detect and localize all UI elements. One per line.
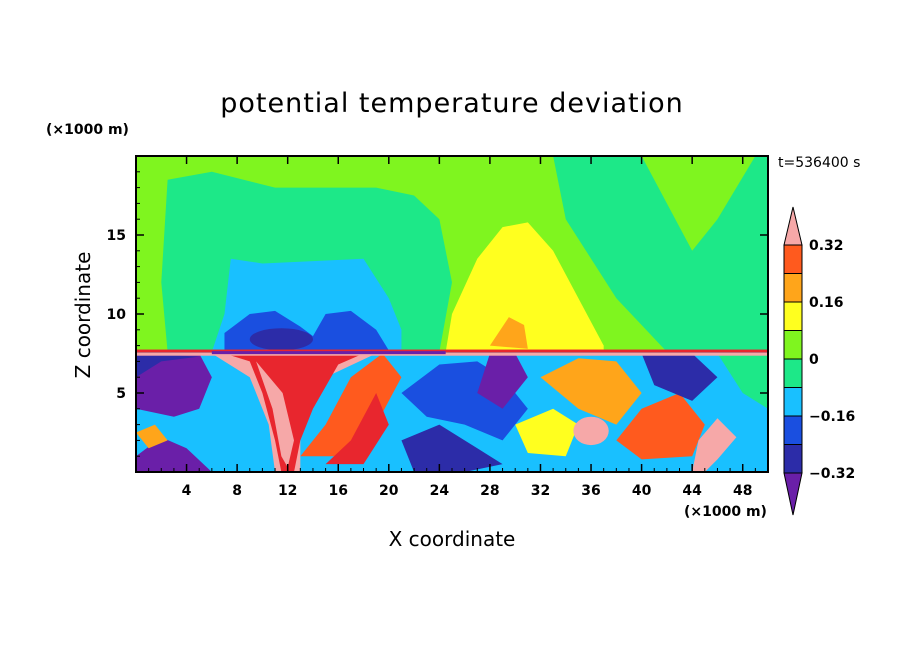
red-plume-left [224,353,364,472]
x-tick-label: 32 [531,483,550,499]
green-region-right [717,353,768,409]
colorbar-label: −0.32 [809,466,855,482]
colorbar-label: 0.32 [809,238,844,254]
x-tick-label: 4 [182,483,192,499]
x-tick-label: 48 [733,483,752,499]
colorbar-label: 0 [809,352,819,368]
colorbar-bin [783,330,803,360]
orange-region-right [540,358,642,425]
colorbar-bin [783,244,803,274]
y-unit-label: (×1000 m) [46,122,129,138]
y-tick-label: 5 [116,386,126,402]
contour-field [136,156,768,472]
x-tick-label: 8 [232,483,242,499]
pink-core-left [256,361,294,468]
pink-plume-right [692,418,737,472]
purple-patch-center [477,353,528,409]
colorbar-bin [783,358,803,388]
x-tick-label: 44 [682,483,702,499]
x-tick-label: 12 [278,483,297,499]
warm-region-upper [445,222,604,352]
purple-region-bottom-left [136,437,212,472]
x-unit-label: (×1000 m) [684,504,767,520]
x-axis-title: X coordinate [389,527,516,551]
x-tick-label: 28 [480,483,499,499]
navy-region-center [401,424,503,472]
orange-patch-upper [489,317,528,349]
x-axis: 4 8 12 16 20 24 28 32 36 40 44 48 [148,156,756,499]
y-axis: 5 10 15 [107,171,768,457]
tropopause-pink-band [136,352,768,356]
navy-band-left [136,353,200,378]
colorbar-label: −0.16 [809,409,855,425]
pink-patch-right [573,416,609,446]
x-tick-label: 20 [379,483,399,499]
purple-region-left [136,353,212,417]
tropopause-purple-band [211,351,446,355]
y-tick-label: 15 [107,228,126,244]
red-streak-center [325,393,389,465]
x-tick-label: 36 [581,483,600,499]
colorbar-bin [783,387,803,417]
orange-streak-center [300,353,402,457]
tropopause-red-band [136,349,768,353]
time-label: t=536400 s [778,155,860,171]
y-axis-title: Z coordinate [71,252,95,379]
colorbar-bin [783,301,803,331]
colorbar: 0.32 0.16 0 −0.16 −0.32 [783,206,855,516]
navy-region-right [641,353,718,401]
x-tick-label: 40 [632,483,652,499]
yellow-patch-center [515,408,579,457]
x-tick-label: 16 [328,483,347,499]
chart-title: potential temperature deviation [220,88,683,119]
orange-streak-right [616,393,705,460]
colorbar-max-triangle [783,206,803,246]
y-tick-label: 10 [107,307,127,323]
colorbar-bin [783,415,803,445]
colorbar-label: 0.16 [809,295,844,311]
colorbar-bin [783,273,803,303]
colorbar-bin [783,444,803,474]
cool-region-upper-right [553,156,768,352]
colorbar-min-triangle [783,472,803,516]
x-tick-label: 24 [430,483,450,499]
orange-fleck-left [136,424,168,449]
navy-patch-upper [249,328,313,351]
